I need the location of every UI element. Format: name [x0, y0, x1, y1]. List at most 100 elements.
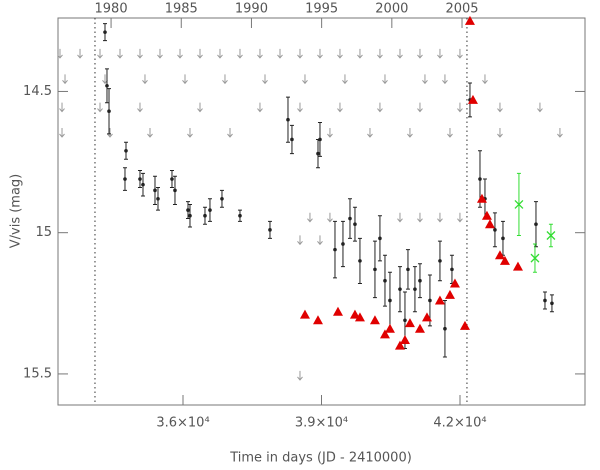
upper-limit [262, 74, 268, 85]
upper-limit [117, 48, 123, 59]
data-point [138, 177, 142, 181]
upper-limit [337, 48, 343, 59]
upper-limit [457, 102, 463, 113]
data-point [414, 323, 425, 333]
upper-limit [557, 127, 563, 138]
upper-limit [302, 74, 308, 85]
data-point [534, 222, 538, 227]
data-point [353, 222, 357, 227]
upper-limit [157, 48, 163, 59]
data-point [170, 177, 174, 181]
upper-limit [497, 102, 503, 113]
data-point [484, 219, 495, 229]
data-point [238, 213, 242, 218]
x2-tick-label: 1985 [165, 2, 198, 17]
upper-limit [217, 48, 223, 59]
upper-limit [62, 74, 68, 85]
upper-limit [277, 48, 283, 59]
upper-limit [417, 48, 423, 59]
data-point [383, 278, 387, 283]
data-point [153, 188, 157, 193]
data-point [550, 301, 554, 306]
data-point [123, 177, 127, 181]
data-point [514, 199, 524, 209]
upper-limit [397, 212, 403, 223]
upper-limit [187, 127, 193, 138]
upper-limit [237, 48, 243, 59]
x-axis-label: Time in days (JD - 2410000) [229, 451, 412, 466]
data-point [378, 236, 382, 241]
x-tick-label: 3.9×10⁴ [295, 416, 348, 431]
data-point [499, 255, 510, 265]
upper-limit [57, 48, 63, 59]
data-point [418, 278, 422, 283]
data-point [493, 228, 497, 232]
data-point [312, 315, 323, 325]
data-point [388, 298, 392, 303]
upper-limit [327, 212, 333, 223]
data-point [290, 137, 294, 142]
upper-limit [317, 48, 323, 59]
data-point [103, 30, 107, 34]
data-point [156, 196, 160, 201]
upper-limit [137, 102, 143, 113]
data-point [428, 298, 432, 303]
data-point [394, 340, 405, 350]
x2-tick-label: 2000 [375, 2, 408, 17]
data-point [450, 267, 454, 272]
data-point [349, 309, 360, 319]
data-point [478, 177, 482, 181]
upper-limit [77, 48, 83, 59]
data-point [449, 278, 460, 288]
data-point [332, 306, 343, 316]
data-point [444, 289, 455, 299]
data-point [124, 148, 128, 153]
upper-limit [437, 48, 443, 59]
upper-limit [182, 74, 188, 85]
upper-limit [59, 127, 65, 138]
data-point [208, 208, 212, 212]
upper-limit [397, 48, 403, 59]
data-point [398, 287, 402, 291]
x-tick-label: 4.2×10⁴ [433, 416, 486, 431]
upper-limit [142, 74, 148, 85]
upper-limit [227, 127, 233, 138]
data-point [530, 253, 540, 263]
x2-tick-label: 1995 [305, 2, 338, 17]
y-tick-label: 14.5 [23, 84, 52, 99]
data-point [173, 188, 177, 193]
upper-limit [377, 102, 383, 113]
data-point [379, 329, 390, 339]
data-point [501, 236, 505, 241]
data-point [384, 323, 395, 333]
data-point [464, 15, 475, 25]
upper-limit [177, 48, 183, 59]
data-point [546, 231, 556, 240]
upper-limit [482, 74, 488, 85]
upper-limit [537, 102, 543, 113]
upper-limit [457, 212, 463, 223]
upper-limit [307, 212, 313, 223]
data-point [316, 151, 320, 156]
upper-limit [297, 235, 303, 246]
data-point [107, 109, 111, 114]
upper-limit [442, 74, 448, 85]
upper-limit [137, 48, 143, 59]
data-point [467, 94, 478, 104]
upper-limit [342, 74, 348, 85]
data-point [443, 326, 447, 331]
data-point [403, 318, 407, 323]
upper-limit [257, 102, 263, 113]
upper-limit [407, 127, 413, 138]
data-point [188, 213, 192, 218]
upper-limit [417, 212, 423, 223]
upper-limit [327, 127, 333, 138]
data-point [421, 312, 432, 322]
data-point [406, 267, 410, 272]
upper-limit [197, 102, 203, 113]
data-point [476, 193, 487, 203]
data-point [373, 267, 377, 272]
data-point [203, 213, 207, 218]
data-point [286, 117, 290, 122]
